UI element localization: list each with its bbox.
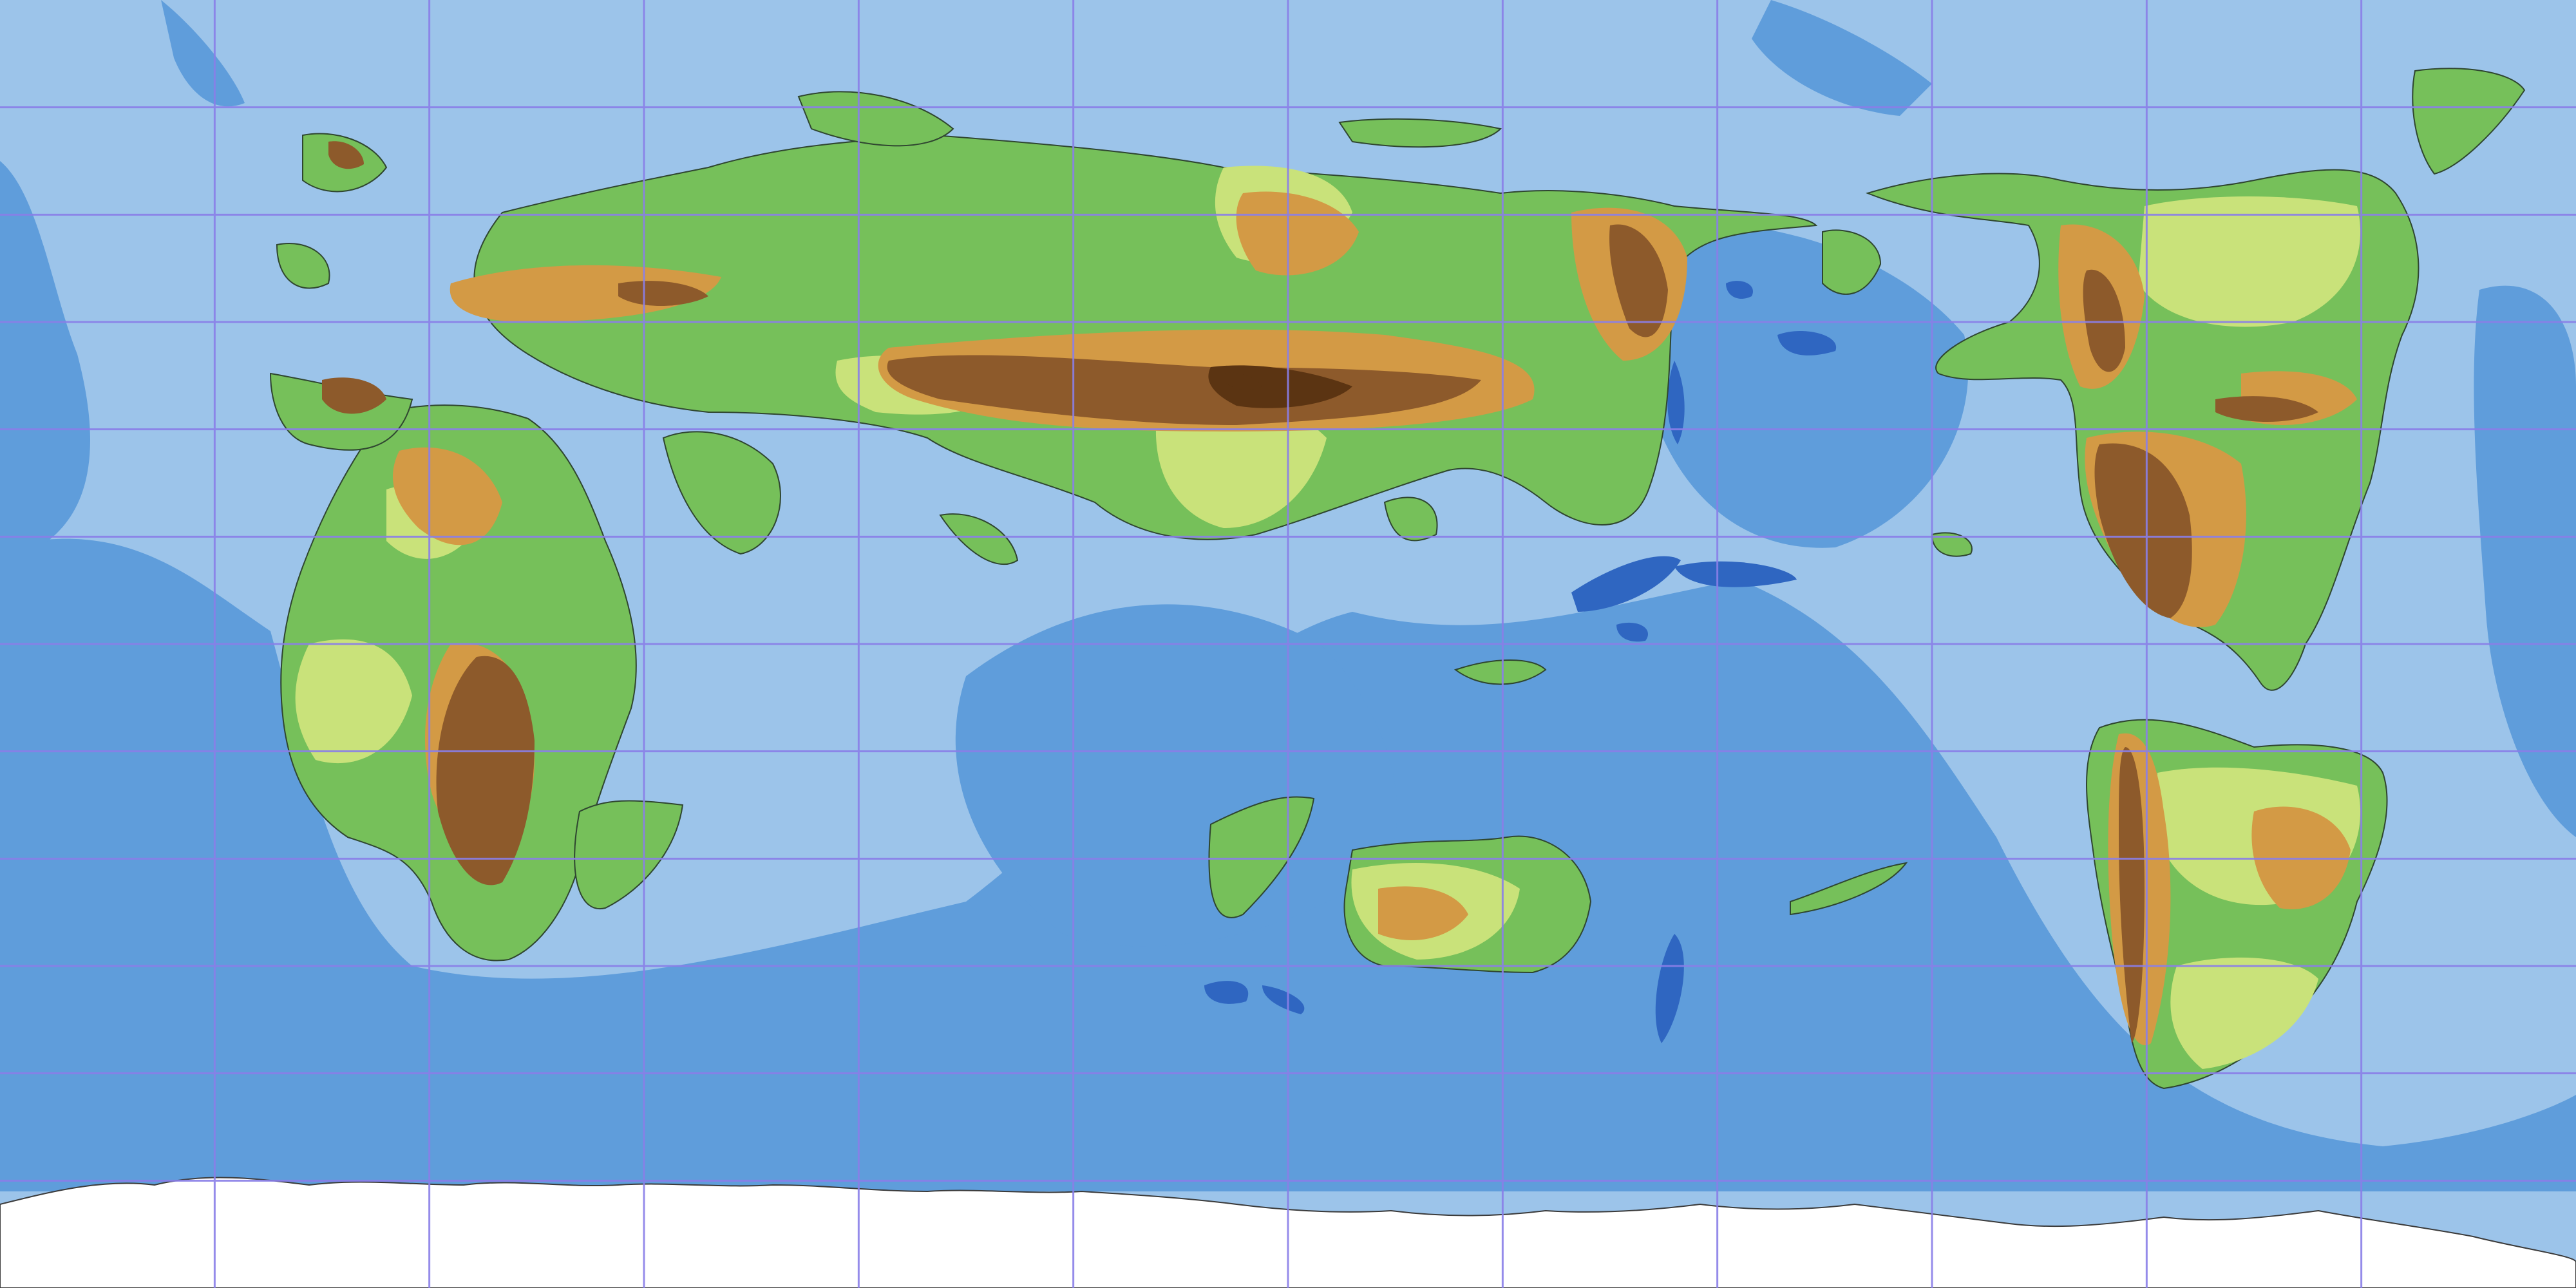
peaks <box>1208 365 1352 408</box>
island <box>1822 229 1882 295</box>
island <box>1931 532 1973 557</box>
ocean-trenches <box>1204 281 1837 1043</box>
island <box>797 91 954 147</box>
island <box>662 431 781 555</box>
island <box>1454 659 1547 685</box>
island <box>2412 68 2526 175</box>
island <box>574 800 684 910</box>
mountains <box>322 141 2318 1043</box>
island <box>939 513 1019 565</box>
island <box>1338 118 1502 148</box>
island <box>276 243 330 289</box>
island <box>1790 862 1908 916</box>
island <box>1383 497 1438 542</box>
